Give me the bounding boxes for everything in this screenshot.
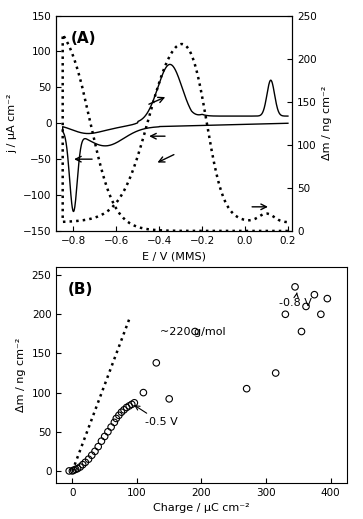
Point: [98, 437, 104, 445]
Point: [325, 294, 330, 303]
Point: [71, 466, 77, 474]
Point: [92, 447, 98, 456]
Point: [77, 463, 83, 471]
Point: [80, 460, 86, 469]
Point: [154, 359, 159, 367]
Point: [95, 443, 101, 451]
Point: [86, 455, 91, 463]
Point: [244, 385, 249, 393]
X-axis label: Charge / μC cm⁻²: Charge / μC cm⁻²: [153, 503, 250, 513]
Text: (B): (B): [68, 282, 93, 297]
Y-axis label: Δm / ng cm⁻²: Δm / ng cm⁻²: [16, 338, 26, 412]
Point: [282, 310, 288, 319]
Point: [166, 395, 172, 403]
Point: [121, 406, 127, 414]
Point: [140, 388, 146, 397]
Point: [119, 408, 125, 416]
Y-axis label: j / μA cm⁻²: j / μA cm⁻²: [7, 93, 17, 153]
Text: (A): (A): [70, 31, 96, 46]
Point: [303, 302, 309, 310]
Point: [299, 327, 305, 336]
Y-axis label: Δm / ng cm⁻²: Δm / ng cm⁻²: [322, 86, 333, 160]
Point: [111, 418, 117, 427]
Point: [75, 465, 81, 473]
Point: [73, 465, 78, 473]
Point: [318, 310, 324, 319]
Text: ~220 g/mol: ~220 g/mol: [159, 326, 225, 336]
Point: [129, 400, 135, 408]
Point: [89, 451, 95, 459]
Point: [69, 467, 75, 475]
Point: [105, 428, 111, 436]
Point: [116, 411, 122, 419]
Point: [82, 458, 88, 467]
Point: [311, 291, 317, 299]
Text: -0.8 V: -0.8 V: [279, 293, 312, 308]
Point: [113, 414, 119, 422]
Point: [66, 467, 72, 475]
Point: [192, 327, 198, 336]
Point: [292, 283, 298, 291]
Point: [108, 423, 114, 431]
Point: [126, 402, 132, 410]
Text: -0.5 V: -0.5 V: [135, 406, 178, 428]
Point: [273, 369, 278, 377]
Point: [124, 403, 130, 412]
Point: [131, 399, 137, 407]
Point: [102, 432, 107, 441]
X-axis label: E / V (MMS): E / V (MMS): [142, 251, 206, 262]
